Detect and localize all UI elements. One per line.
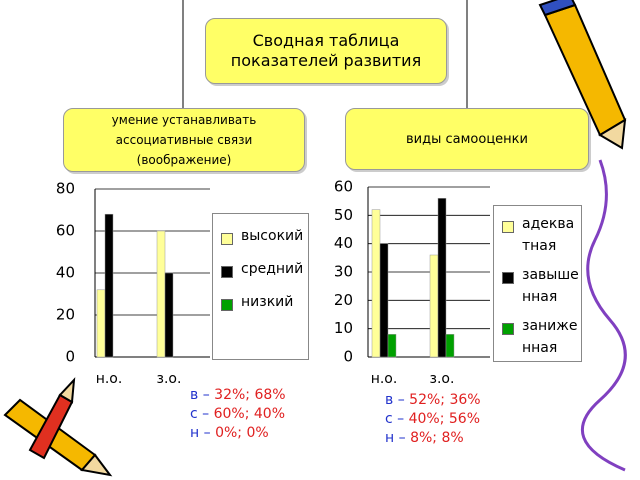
bar (379, 243, 389, 358)
note-label: с – (190, 406, 210, 422)
bar (164, 272, 174, 358)
bar (104, 213, 114, 358)
bar (437, 198, 447, 358)
y-tick-label: 60 (334, 178, 353, 196)
legend-item: завышенная (502, 267, 581, 308)
note-line: с – 40%; 56% (385, 410, 481, 429)
note-label: н – (385, 430, 406, 446)
legend-swatch (221, 233, 233, 245)
note-label: н – (190, 425, 211, 441)
legend-item: заниженная (502, 318, 581, 359)
legend-swatch (221, 299, 233, 311)
bar (156, 230, 166, 358)
y-tick-label: 40 (334, 234, 353, 252)
left-box: умение устанавливать ассоциативные связи… (63, 108, 305, 172)
y-tick-label: 20 (56, 306, 75, 324)
y-tick-label: 0 (343, 348, 353, 366)
note-label: в – (385, 392, 405, 408)
pencils (3, 377, 113, 477)
note-value: 8%; 8% (410, 430, 464, 446)
pencil (538, 0, 627, 150)
y-tick-label: 60 (56, 222, 75, 240)
note-line: н – 0%; 0% (190, 424, 286, 443)
legend-swatch (221, 266, 233, 278)
legend-item: средний (221, 261, 308, 280)
legend-label: адекватная (522, 216, 575, 254)
bar (387, 334, 397, 358)
y-tick-label: 50 (334, 206, 353, 224)
legend-swatch (502, 323, 514, 335)
x-tick-label: з.о. (157, 371, 182, 387)
y-tick-label: 10 (334, 319, 353, 337)
y-tick-label: 40 (56, 264, 75, 282)
legend-label: высокий (241, 228, 304, 244)
legend-label: средний (241, 261, 304, 277)
note-line: н – 8%; 8% (385, 429, 481, 448)
decor-line (580, 159, 627, 472)
legend-item: низкий (221, 294, 308, 313)
x-tick-label: н.о. (96, 371, 123, 387)
legend: высокий средний низкий (212, 213, 309, 360)
legend-label: заниженная (522, 318, 578, 356)
note-label: с – (385, 411, 405, 427)
note-value: 40%; 56% (408, 411, 481, 427)
legend-label: низкий (241, 294, 294, 310)
x-tick-label: з.о. (430, 371, 455, 387)
note-value: 52%; 36% (409, 392, 481, 408)
note-value: 60%; 40% (213, 406, 286, 422)
note-line: с – 60%; 40% (190, 405, 286, 424)
note-value: 0%; 0% (215, 425, 269, 441)
legend-swatch (502, 221, 514, 233)
note: в – 52%; 36% с – 40%; 56% н – 8%; 8% (385, 391, 481, 448)
bar (371, 209, 381, 358)
y-tick-label: 20 (334, 291, 353, 309)
bar (429, 254, 439, 358)
y-tick-label: 30 (334, 263, 353, 281)
legend-item: высокий (221, 228, 308, 247)
legend-item: адекватная (502, 216, 581, 257)
legend-label: завышенная (522, 267, 579, 305)
right-box: виды самооценки (345, 108, 589, 170)
note-line: в – 52%; 36% (385, 391, 481, 410)
legend-swatch (502, 272, 514, 284)
note-value: 32%; 68% (214, 387, 286, 403)
y-tick-label: 0 (65, 348, 75, 366)
legend: адекватная завышенная заниженная (493, 205, 582, 362)
title-box: Сводная таблица показателей развития (205, 18, 447, 84)
y-tick-label: 80 (56, 180, 75, 198)
x-tick-label: н.о. (371, 371, 398, 387)
note: в – 32%; 68% с – 60%; 40% н – 0%; 0% (190, 386, 286, 443)
bar (96, 289, 106, 358)
note-line: в – 32%; 68% (190, 386, 286, 405)
bar (445, 334, 455, 358)
note-label: в – (190, 387, 210, 403)
